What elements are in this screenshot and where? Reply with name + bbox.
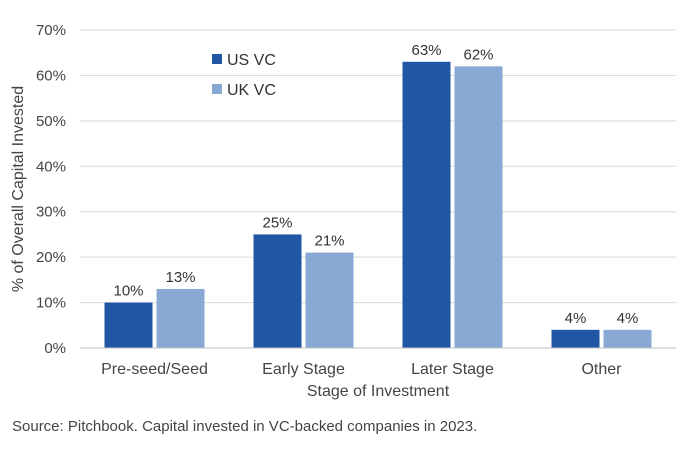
y-tick-label: 10%: [36, 295, 66, 312]
bar-us-vc: [104, 302, 153, 348]
data-label: 62%: [463, 46, 493, 63]
y-tick-label: 50%: [36, 113, 66, 130]
bar-chart: 0% 10% 20% 30% 40% 50% 60% 70% 10% 13% 25% 21% 63% 6…: [10, 22, 676, 400]
x-category-label: Later Stage: [411, 361, 494, 378]
data-label: 21%: [314, 233, 344, 250]
bar-uk-vc: [603, 329, 652, 348]
x-category-label: Other: [581, 361, 622, 378]
x-category-label: Early Stage: [262, 361, 345, 378]
y-axis-title: % of Overall Capital Invested: [10, 86, 27, 292]
y-tick-label: 30%: [36, 204, 66, 221]
bar-uk-vc: [156, 288, 205, 348]
data-label: 25%: [262, 214, 292, 231]
data-label: 13%: [165, 269, 195, 286]
legend-label: US VC: [227, 52, 276, 69]
bar-us-vc: [402, 61, 451, 349]
bar-us-vc: [551, 329, 600, 348]
bars: [104, 61, 652, 349]
data-label: 63%: [411, 42, 441, 59]
x-axis-categories: Pre-seed/Seed Early Stage Later Stage Other: [101, 361, 622, 378]
legend-label: UK VC: [227, 82, 276, 99]
legend-swatch: [212, 84, 222, 94]
y-tick-label: 60%: [36, 67, 66, 84]
data-label: 4%: [565, 310, 587, 327]
y-tick-label: 70%: [36, 22, 66, 39]
x-category-label: Pre-seed/Seed: [101, 361, 208, 378]
x-axis-title: Stage of Investment: [307, 383, 450, 400]
legend: US VC UK VC: [212, 52, 276, 99]
y-axis-ticks: 0% 10% 20% 30% 40% 50% 60% 70%: [36, 22, 66, 357]
y-tick-label: 20%: [36, 249, 66, 266]
bar-uk-vc: [305, 252, 354, 348]
data-labels: 10% 13% 25% 21% 63% 62% 4% 4%: [113, 42, 638, 327]
y-tick-label: 40%: [36, 158, 66, 175]
source-note: Source: Pitchbook. Capital invested in V…: [12, 418, 478, 435]
data-label: 4%: [617, 310, 639, 327]
bar-us-vc: [253, 234, 302, 348]
y-tick-label: 0%: [44, 340, 66, 357]
legend-swatch: [212, 54, 222, 64]
bar-uk-vc: [454, 66, 503, 348]
data-label: 10%: [113, 283, 143, 300]
gridlines: [80, 29, 676, 304]
